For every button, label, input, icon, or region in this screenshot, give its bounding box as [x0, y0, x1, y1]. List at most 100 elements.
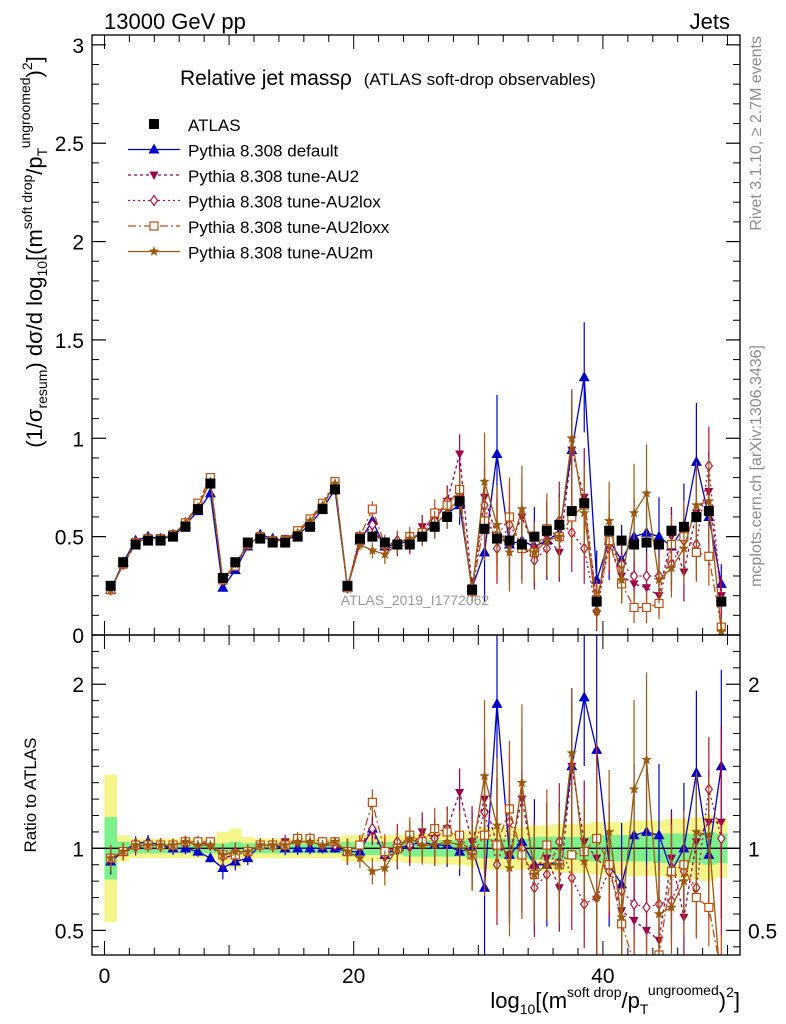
main-ytick-label: 1.5 — [55, 330, 84, 353]
point-atlas — [330, 484, 340, 495]
ratio-point-au2m — [155, 839, 166, 850]
point-au2m — [354, 539, 366, 549]
point-atlas — [354, 533, 365, 544]
ratio-point-au2m — [466, 849, 478, 860]
ratio-point-au2m — [516, 777, 528, 788]
point-au2m — [491, 519, 503, 530]
point-atlas — [255, 533, 266, 544]
ratio-point-au2loxx — [717, 969, 725, 977]
ratio-point-au2m — [342, 846, 353, 857]
point-atlas — [492, 533, 502, 544]
legend-label-au2loxx: Pythia 8.308 tune-AU2loxx — [188, 218, 390, 237]
point-au2m — [516, 503, 528, 514]
legend-entry-default: Pythia 8.308 default — [128, 142, 339, 161]
point-atlas — [292, 531, 303, 542]
point-au2m — [504, 546, 515, 557]
main-ytick-label: 1 — [72, 428, 84, 451]
ratio-point-au2 — [455, 789, 465, 798]
point-default — [491, 448, 503, 459]
legend-marker-atlas — [149, 119, 159, 129]
ratio-point-au2m — [616, 911, 627, 922]
point-au2m — [678, 542, 690, 553]
point-atlas — [666, 525, 677, 536]
ratio-series-au2m — [105, 672, 722, 955]
main-ytick-label: 3 — [72, 35, 84, 58]
ratio-point-au2m — [703, 829, 715, 840]
point-atlas — [130, 539, 141, 550]
point-atlas — [566, 506, 577, 517]
ratio-point-au2m — [379, 862, 391, 873]
point-atlas — [230, 557, 241, 568]
point-default — [578, 371, 590, 382]
point-au2m — [691, 499, 702, 510]
ratio-point-default — [653, 829, 665, 840]
legend-label-au2lox: Pythia 8.308 tune-AU2lox — [188, 193, 381, 212]
point-atlas — [367, 531, 378, 542]
point-atlas — [392, 539, 403, 550]
ratio-point-default — [578, 691, 590, 702]
point-au2lox — [629, 569, 639, 583]
ratio-point-au2loxx — [643, 959, 651, 967]
point-au2loxx — [641, 602, 652, 613]
ratio-y-axis-label: Ratio to ATLAS — [21, 738, 40, 853]
chart-title-sub: (ATLAS soft-drop observables) — [364, 70, 596, 89]
ratio-ytick-label: 0.5 — [55, 920, 84, 943]
ratio-point-au2m — [491, 819, 503, 830]
point-atlas — [541, 525, 552, 536]
ratio-point-au2m — [130, 839, 141, 850]
ratio-point-au2m — [529, 869, 540, 879]
point-au2m — [367, 544, 378, 555]
ratio-ytick-label: 1 — [72, 838, 84, 861]
point-au2m — [591, 605, 602, 616]
series-au2loxx — [106, 465, 726, 635]
ratio-ytick-label-right: 2 — [748, 674, 760, 697]
mcplots-label: mcplots.cern.ch [arXiv:1306.3436] — [748, 345, 765, 587]
legend-marker-au2loxx — [149, 221, 159, 231]
point-atlas — [716, 596, 727, 607]
point-atlas — [641, 537, 652, 548]
point-atlas — [168, 531, 178, 542]
ratio-point-au2loxx — [367, 797, 377, 807]
point-atlas — [554, 519, 565, 530]
ratio-point-au2m — [192, 839, 204, 850]
point-au2m — [304, 515, 316, 526]
legend-entry-au2: Pythia 8.308 tune-AU2 — [128, 167, 359, 186]
ratio-point-au2m — [167, 839, 179, 850]
point-atlas — [678, 521, 689, 532]
ratio-point-au2m — [554, 859, 565, 870]
point-atlas — [467, 584, 478, 595]
point-atlas — [217, 572, 228, 583]
ratio-point-au2m — [329, 836, 341, 847]
point-au2m — [653, 574, 665, 585]
point-au2loxx — [367, 504, 377, 514]
point-au2lox — [368, 518, 377, 531]
ratio-point-au2m — [117, 846, 129, 857]
chart-title-main: Relative jet massρ — [180, 67, 352, 90]
ratio-point-au2loxx — [355, 840, 365, 850]
ratio-point-au2m — [603, 826, 615, 837]
ratio-point-au2m — [641, 754, 652, 765]
ratio-point-au2m — [441, 836, 453, 847]
main-ytick-label: 2.5 — [55, 133, 84, 156]
ratio-xtick-label: 40 — [591, 965, 614, 988]
point-atlas — [155, 535, 166, 546]
point-atlas — [429, 521, 440, 532]
point-au2lox — [642, 569, 651, 583]
point-au2m — [404, 533, 415, 544]
ratio-point-au2m — [205, 839, 216, 850]
rivet-version-label: Rivet 3.1.10, ≥ 2.7M events — [748, 36, 765, 231]
point-au2m — [541, 535, 553, 545]
point-au2m — [529, 546, 540, 557]
point-atlas — [616, 535, 627, 546]
point-au2loxx — [629, 602, 639, 613]
point-atlas — [105, 580, 116, 591]
ratio-point-au2m — [404, 833, 415, 843]
ratio-point-au2m — [579, 856, 590, 866]
point-atlas — [479, 523, 490, 534]
analysis-watermark: ATLAS_2019_I1772062 — [341, 592, 490, 608]
ratio-point-au2m — [429, 839, 440, 850]
point-au2 — [455, 450, 465, 460]
point-au2m — [616, 574, 627, 585]
ratio-ytick-label: 2 — [72, 674, 84, 697]
